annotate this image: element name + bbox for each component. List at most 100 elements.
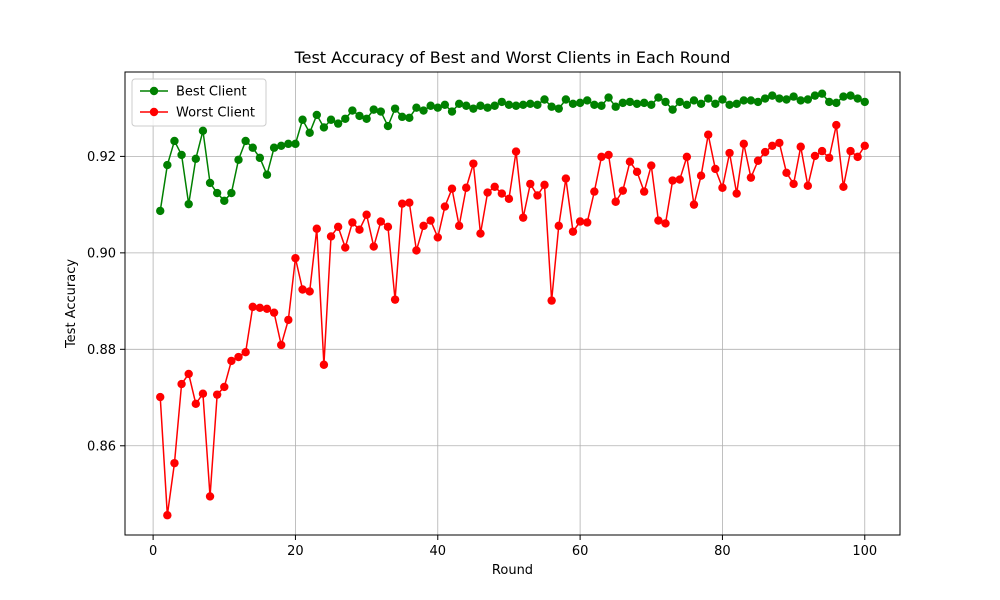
- data-point: [269, 143, 279, 152]
- data-point: [803, 181, 813, 191]
- data-point: [376, 217, 386, 226]
- data-point: [369, 242, 378, 251]
- data-point: [326, 232, 336, 241]
- data-point: [824, 97, 834, 107]
- data-point: [383, 222, 393, 232]
- data-point: [248, 143, 257, 152]
- data-point: [362, 210, 371, 219]
- data-point: [284, 139, 293, 149]
- data-point: [711, 164, 720, 174]
- data-point: [305, 287, 314, 296]
- data-point: [205, 492, 215, 501]
- data-point: [440, 100, 450, 110]
- data-point: [341, 243, 350, 252]
- data-point: [540, 95, 549, 104]
- data-point: [597, 101, 606, 110]
- data-point: [184, 369, 193, 379]
- data-point: [853, 152, 862, 162]
- data-point: [817, 89, 827, 98]
- series-layer: [156, 89, 869, 520]
- data-point: [433, 233, 442, 242]
- data-point: [312, 110, 321, 120]
- data-point: [575, 98, 585, 108]
- data-point: [198, 126, 208, 136]
- data-point: [682, 100, 692, 110]
- data-point: [205, 178, 215, 188]
- data-point: [661, 97, 670, 107]
- data-point: [675, 175, 684, 184]
- x-axis-label: Round: [492, 563, 533, 578]
- data-point: [639, 187, 649, 196]
- data-point: [447, 184, 457, 193]
- data-point: [753, 97, 763, 107]
- data-point: [625, 157, 635, 166]
- data-point: [234, 352, 243, 362]
- data-point: [732, 189, 741, 198]
- y-tick-label: 0.92: [87, 150, 116, 165]
- data-point: [696, 99, 706, 109]
- data-point: [212, 390, 222, 399]
- data-point: [725, 148, 734, 158]
- data-point: [682, 152, 692, 162]
- data-point: [212, 188, 222, 198]
- data-point: [839, 92, 848, 101]
- data-point: [583, 96, 592, 105]
- data-point: [561, 174, 571, 183]
- data-point: [725, 100, 734, 110]
- data-point: [156, 206, 165, 216]
- data-point: [796, 142, 805, 151]
- legend-label: Best Client: [176, 85, 247, 100]
- data-point: [348, 218, 357, 227]
- data-point: [469, 104, 478, 113]
- data-point: [462, 101, 471, 110]
- x-tick-label: 60: [572, 544, 589, 559]
- data-point: [696, 171, 706, 180]
- data-point: [810, 91, 820, 100]
- data-point: [440, 202, 450, 211]
- data-point: [511, 147, 521, 156]
- data-point: [369, 105, 378, 114]
- data-point: [262, 304, 272, 314]
- data-point: [426, 101, 435, 110]
- data-point: [255, 303, 265, 313]
- data-point: [775, 94, 784, 103]
- data-point: [220, 196, 229, 205]
- data-point: [839, 182, 848, 191]
- legend-swatch-marker: [149, 86, 159, 96]
- data-point: [746, 96, 756, 105]
- data-point: [625, 97, 635, 107]
- data-point: [170, 458, 179, 468]
- data-point: [191, 154, 201, 164]
- data-point: [305, 128, 314, 137]
- data-point: [704, 94, 713, 103]
- x-tick-label: 40: [430, 544, 447, 559]
- data-point: [654, 216, 663, 225]
- data-point: [604, 150, 613, 160]
- data-point: [568, 99, 578, 109]
- data-point: [419, 106, 428, 115]
- data-point: [497, 189, 507, 198]
- data-point: [298, 115, 307, 124]
- data-point: [355, 111, 364, 121]
- data-point: [341, 114, 350, 123]
- data-point: [319, 360, 329, 369]
- data-point: [163, 511, 172, 520]
- data-point: [348, 106, 357, 115]
- data-point: [760, 147, 770, 157]
- data-point: [184, 199, 193, 209]
- y-tick-label: 0.88: [87, 343, 116, 358]
- data-point: [433, 103, 442, 112]
- y-tick-label: 0.90: [87, 246, 116, 261]
- data-point: [803, 95, 813, 104]
- data-point: [647, 161, 656, 170]
- data-point: [376, 107, 386, 116]
- data-point: [291, 253, 300, 263]
- data-point: [191, 399, 201, 409]
- data-point: [604, 93, 613, 102]
- data-point: [817, 146, 827, 156]
- data-point: [405, 113, 414, 123]
- grid: [125, 72, 900, 535]
- data-point: [704, 130, 713, 139]
- data-point: [426, 216, 435, 225]
- data-point: [504, 100, 514, 110]
